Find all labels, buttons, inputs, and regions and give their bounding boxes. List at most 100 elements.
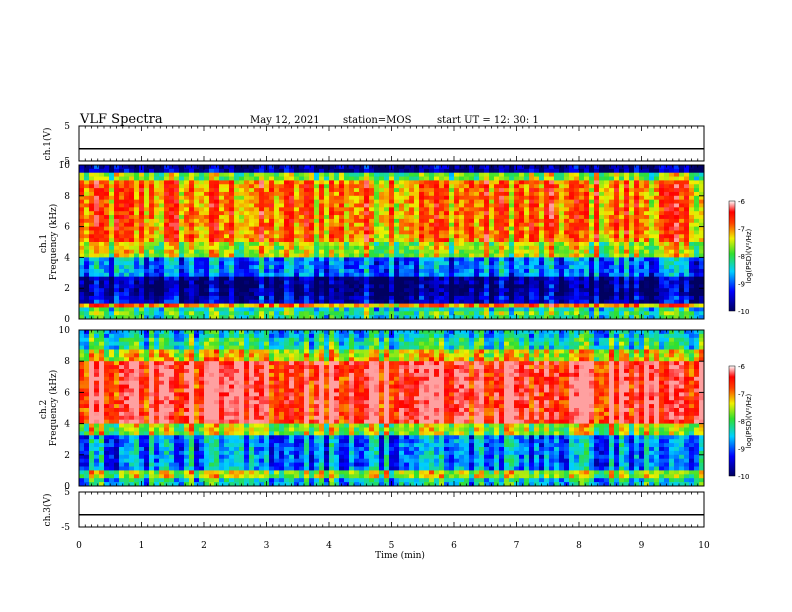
spectrogram-cell <box>424 180 430 185</box>
spectrogram-cell <box>684 218 690 224</box>
spectrogram-cell <box>259 226 265 231</box>
spectrogram-cell <box>519 230 525 235</box>
spectrogram-cell <box>339 257 345 262</box>
spectrogram-cell <box>384 257 390 262</box>
spectrogram-cell <box>234 249 240 254</box>
spectrogram-cell <box>594 230 600 235</box>
spectrogram-cell <box>659 172 665 177</box>
spectrogram-cell <box>129 257 135 262</box>
spectrogram-cell <box>689 168 695 174</box>
spectrogram-cell <box>374 203 380 208</box>
spectrogram-cell <box>99 272 105 278</box>
spectrogram-cell <box>694 257 700 262</box>
spectrogram-cell <box>499 222 505 227</box>
spectrogram-cell <box>424 288 430 293</box>
spectrogram-cell <box>134 242 140 247</box>
spectrogram-cell <box>399 257 405 262</box>
spectrogram-cell <box>619 230 625 235</box>
spectrogram-cell <box>134 180 140 185</box>
spectrogram-cell <box>179 288 185 293</box>
spectrogram-cell <box>359 203 365 208</box>
spectrogram-cell <box>404 253 410 258</box>
spectrogram-cell <box>544 295 550 301</box>
spectrogram-cell <box>664 280 670 285</box>
spectrogram-cell <box>619 215 625 220</box>
spectrogram-cell <box>459 238 465 243</box>
spectrogram-cell <box>144 299 150 304</box>
spectrogram-cell <box>384 211 390 216</box>
spectrogram-cell <box>694 303 700 308</box>
spectrogram-cell <box>579 295 585 301</box>
spectrogram-cell <box>404 257 410 262</box>
spectrogram-cell <box>219 226 225 231</box>
spectrogram-cell <box>524 218 530 224</box>
spectrogram-cell <box>209 218 215 224</box>
spectrogram-cell <box>219 238 225 243</box>
spectrogram-cell <box>519 242 525 247</box>
spectrogram-cell <box>654 242 660 247</box>
spectrogram-cell <box>419 172 425 177</box>
spectrogram-cell <box>164 265 170 270</box>
spectrogram-cell <box>349 315 355 319</box>
spectrogram-cell <box>279 215 285 220</box>
spectrogram-cell <box>604 165 610 170</box>
spectrogram-cell <box>344 261 350 266</box>
spectrogram-cell <box>184 226 190 231</box>
spectrogram-cell <box>169 288 175 293</box>
spectrogram-cell <box>319 222 325 227</box>
spectrogram-cell <box>214 207 220 212</box>
spectrogram-cell <box>104 307 110 312</box>
spectrogram-cell <box>254 172 260 177</box>
spectrogram-cell <box>409 261 415 266</box>
spectrogram-cell <box>124 299 130 304</box>
spectrogram-cell <box>489 280 495 285</box>
spectrogram-cell <box>644 215 650 220</box>
spectrogram-cell <box>79 242 85 247</box>
spectrogram-cell <box>629 172 635 177</box>
spectrogram-cell <box>229 272 235 278</box>
spectrogram-cell <box>689 184 695 189</box>
spectrogram-cell <box>454 211 460 216</box>
spectrogram-cell <box>589 276 595 281</box>
spectrogram-cell <box>349 307 355 312</box>
spectrogram-cell <box>619 303 625 308</box>
spectrogram-cell <box>159 272 165 278</box>
spectrogram-cell <box>654 184 660 189</box>
spectrogram-cell <box>234 257 240 262</box>
spectrogram-cell <box>279 315 285 319</box>
spectrogram-cell <box>604 272 610 278</box>
spectrogram-cell <box>254 303 260 308</box>
spectrogram-cell <box>554 207 560 212</box>
spectrogram-cell <box>654 307 660 312</box>
spectrogram-cell <box>654 253 660 258</box>
spectrogram-cell <box>474 242 480 247</box>
spectrogram-cell <box>279 234 285 239</box>
spectrogram-cell <box>169 211 175 216</box>
spectrogram-cell <box>604 315 610 319</box>
spectrogram-cell <box>444 215 450 220</box>
spectrogram-cell <box>299 180 305 185</box>
spectrogram-cell <box>574 284 580 289</box>
spectrogram-cell <box>644 168 650 174</box>
spectrogram-cell <box>204 261 210 266</box>
spectrogram-cell <box>679 180 685 185</box>
spectrogram-cell <box>459 245 465 251</box>
spectrogram-cell <box>104 249 110 254</box>
spectrogram-cell <box>294 211 300 216</box>
spectrogram-cell <box>634 215 640 220</box>
spectrogram-cell <box>619 195 625 201</box>
spectrogram-cell <box>239 303 245 308</box>
spectrogram-cell <box>499 268 505 274</box>
spectrogram-cell <box>344 176 350 181</box>
spectrogram-cell <box>254 295 260 301</box>
spectrogram-cell <box>194 184 200 189</box>
spectrogram-cell <box>644 245 650 251</box>
spectrogram-cell <box>664 211 670 216</box>
spectrogram-cell <box>159 184 165 189</box>
spectrogram-cell <box>79 284 85 289</box>
spectrogram-cell <box>484 199 490 204</box>
spectrogram-cell <box>614 284 620 289</box>
spectrogram-cell <box>124 191 130 197</box>
spectrogram-cell <box>224 268 230 274</box>
spectrogram-cell <box>489 238 495 243</box>
